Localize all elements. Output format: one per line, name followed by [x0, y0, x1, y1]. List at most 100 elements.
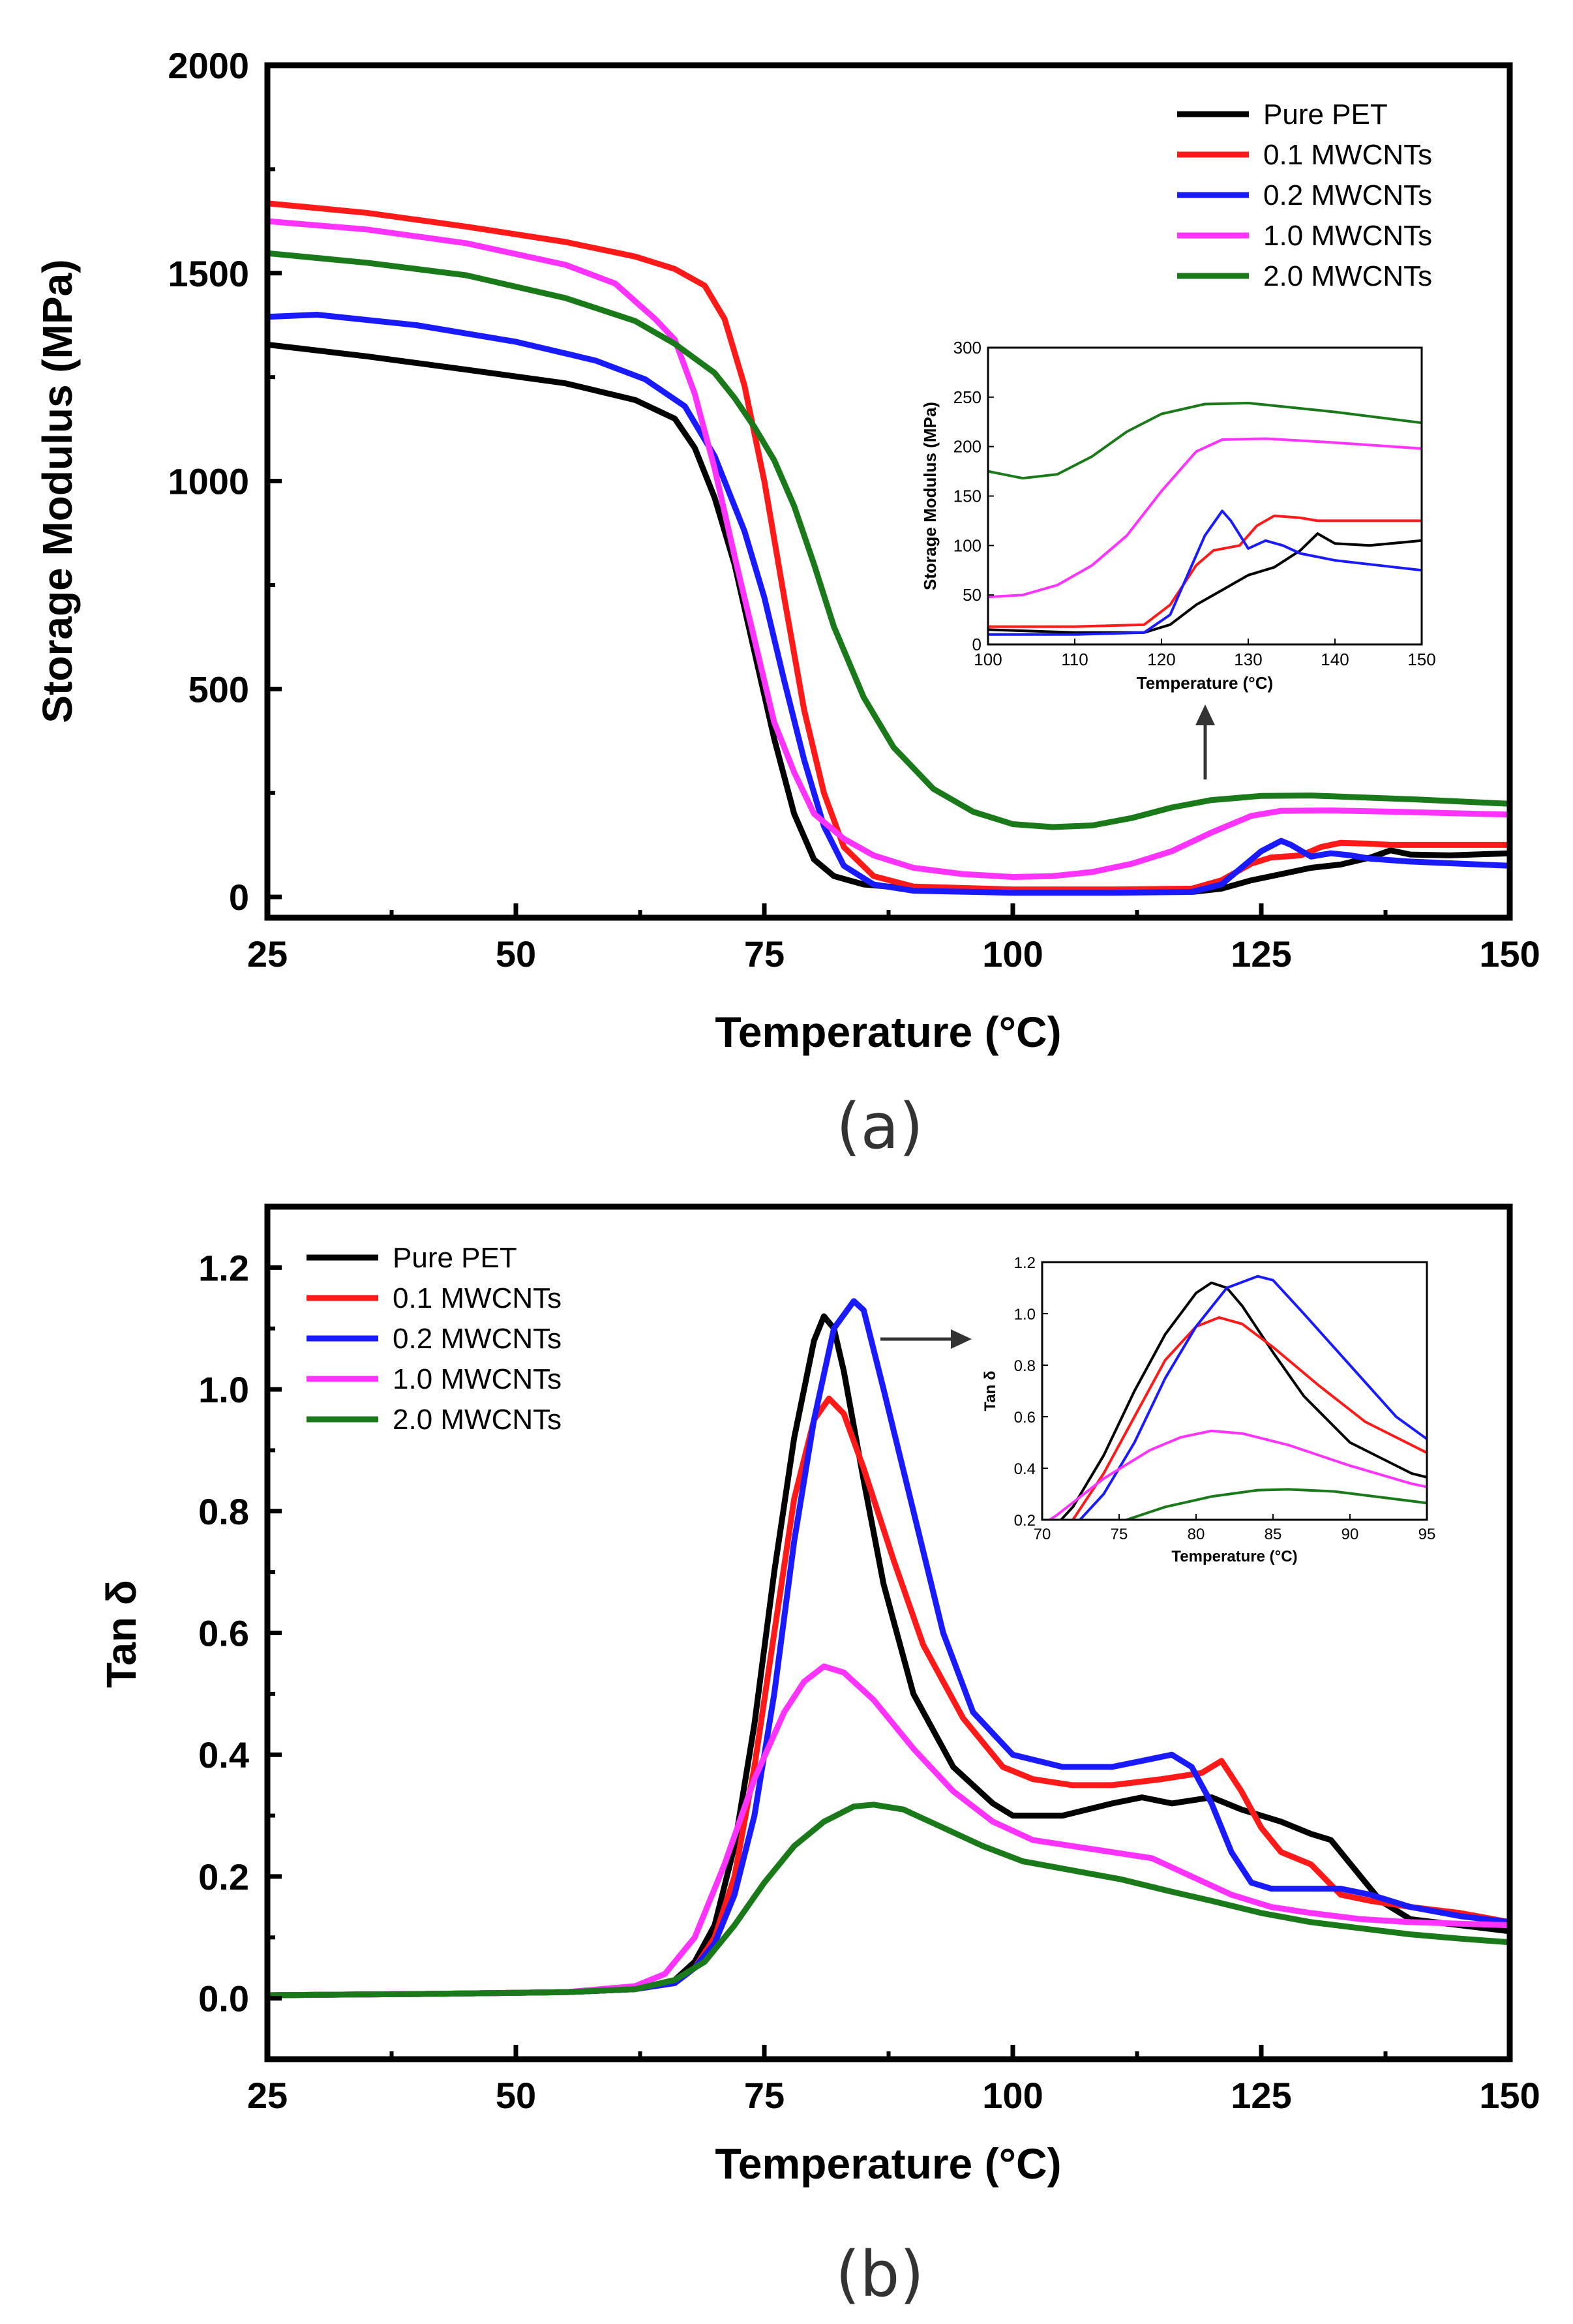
x-tick-label-a-3: 100 — [982, 933, 1043, 974]
y-tick-label-a-3: 1500 — [168, 253, 249, 294]
inset-x-tick-label-b-3: 85 — [1265, 1526, 1282, 1543]
x-tick-label-b-3: 100 — [982, 2075, 1043, 2116]
inset-y-tick-label-b-2: 0.6 — [1014, 1409, 1036, 1426]
series-a-1 — [267, 200, 1510, 893]
chart-a-inset: 100 110 120 130 140 150 0 50 100 150 200 250 300 Temp… — [920, 338, 1436, 693]
series-a-2 — [267, 312, 1510, 896]
inset-x-tick-label-a-0: 100 — [974, 650, 1002, 669]
inset-y-tick-label-a-3: 150 — [953, 487, 981, 506]
inset-xlabel-b: Temperature (°C) — [1171, 1548, 1297, 1565]
chart-a-xlabel: Temperature (°C) — [715, 1008, 1061, 1056]
chart-b-plot-area — [267, 1298, 1510, 1999]
inset-y-tick-label-b-1: 0.4 — [1014, 1460, 1036, 1478]
y-tick-label-b-4: 0.8 — [198, 1491, 249, 1532]
inset-xlabel-a: Temperature (°C) — [1137, 673, 1273, 693]
x-tick-label-b-1: 50 — [496, 2075, 536, 2116]
chart-b-ticks: 25 50 75 100 125 150 0.0 0.2 0.4 0.6 0.8 1.0 1.2 — [198, 1247, 1540, 2116]
inset-x-tick-label-b-0: 70 — [1034, 1526, 1051, 1543]
inset-y-tick-label-a-0: 0 — [972, 635, 981, 654]
x-tick-label-b-4: 125 — [1231, 2075, 1291, 2116]
inset-y-tick-label-b-3: 0.8 — [1014, 1357, 1036, 1375]
legend-label-a-0: Pure PET — [1263, 98, 1388, 130]
inset-y-tick-label-a-4: 200 — [953, 437, 981, 457]
x-tick-label-b-5: 150 — [1479, 2075, 1540, 2116]
series-a-0 — [267, 341, 1510, 895]
inset-x-tick-label-a-5: 150 — [1407, 650, 1435, 669]
y-tick-label-a-0: 0 — [229, 877, 249, 918]
arrow-icon — [1195, 704, 1215, 779]
y-tick-label-b-1: 0.2 — [198, 1856, 249, 1897]
inset-series-b-3 — [1047, 1429, 1427, 1520]
legend-label-b-3: 1.0 MWCNTs — [393, 1363, 562, 1395]
chart-b-inset: 70 75 80 85 90 95 0.2 0.4 0.6 0.8 1.0 1.2 Temperatur… — [981, 1254, 1436, 1565]
inset-y-tick-label-a-1: 50 — [963, 585, 981, 605]
inset-y-tick-label-a-2: 100 — [953, 536, 981, 555]
y-tick-label-b-0: 0.0 — [198, 1978, 249, 2019]
chart-b-xlabel: Temperature (°C) — [715, 2139, 1061, 2188]
inset-series-b-4 — [1122, 1488, 1427, 1520]
series-b-0 — [267, 1313, 1510, 1999]
inset-y-tick-label-a-5: 250 — [953, 387, 981, 407]
x-tick-label-a-4: 125 — [1231, 933, 1291, 974]
inset-x-tick-label-a-3: 130 — [1234, 650, 1262, 669]
series-b-2 — [267, 1298, 1510, 1999]
inset-y-tick-label-b-5: 1.2 — [1014, 1254, 1036, 1272]
legend-label-b-0: Pure PET — [393, 1242, 517, 1274]
inset-frame-b — [1041, 1261, 1428, 1521]
series-a-4 — [267, 250, 1510, 830]
legend-label-a-4: 2.0 MWCNTs — [1263, 260, 1432, 292]
inset-series-b-0 — [1059, 1281, 1427, 1520]
series-b-3 — [267, 1663, 1510, 1999]
x-tick-label-a-1: 50 — [496, 933, 536, 974]
inset-series-b-1 — [1071, 1316, 1427, 1520]
series-b-4 — [267, 1802, 1510, 1999]
inset-series-b-2 — [1078, 1275, 1427, 1520]
inset-series-a-1 — [988, 514, 1422, 628]
inset-y-tick-label-a-6: 300 — [953, 338, 981, 357]
inset-series-a-3 — [988, 437, 1422, 599]
panel-label-a: (a) — [836, 1090, 923, 1163]
inset-x-tick-label-a-4: 140 — [1321, 650, 1349, 669]
chart-b: 25 50 75 100 125 150 0.0 0.2 0.4 0.6 0.8 1.0 1.2 Tem… — [98, 1203, 1540, 2311]
inset-y-tick-label-b-0: 0.2 — [1014, 1512, 1036, 1530]
legend-label-b-4: 2.0 MWCNTs — [393, 1404, 562, 1436]
inset-x-tick-label-b-5: 95 — [1418, 1526, 1436, 1543]
y-tick-label-a-4: 2000 — [168, 45, 249, 86]
x-tick-label-a-0: 25 — [247, 933, 288, 974]
inset-x-tick-label-a-2: 120 — [1147, 650, 1175, 669]
y-tick-label-b-5: 1.0 — [198, 1369, 249, 1410]
y-tick-label-b-6: 1.2 — [198, 1247, 249, 1288]
chart-b-ylabel: Tan δ — [98, 1580, 145, 1688]
inset-x-tick-label-b-2: 80 — [1188, 1526, 1205, 1543]
inset-plot-area-a — [988, 401, 1422, 636]
y-tick-label-b-3: 0.6 — [198, 1613, 249, 1654]
legend-label-a-1: 0.1 MWCNTs — [1263, 139, 1432, 171]
inset-x-tick-label-b-1: 75 — [1111, 1526, 1128, 1543]
chart-a-plot-area — [267, 200, 1510, 896]
y-tick-label-a-2: 1000 — [168, 461, 249, 502]
y-tick-label-b-2: 0.4 — [198, 1734, 249, 1775]
inset-y-tick-label-b-4: 1.0 — [1014, 1306, 1036, 1323]
inset-series-a-4 — [988, 401, 1422, 480]
x-tick-label-a-5: 150 — [1479, 933, 1540, 974]
y-tick-label-a-1: 500 — [188, 669, 249, 710]
inset-series-a-2 — [988, 509, 1422, 636]
legend-label-b-1: 0.1 MWCNTs — [393, 1282, 562, 1314]
inset-ylabel-a: Storage Modulus (MPa) — [920, 402, 940, 590]
inset-x-tick-label-a-1: 110 — [1061, 650, 1088, 669]
inset-ylabel-b: Tan δ — [981, 1370, 999, 1411]
series-a-3 — [267, 218, 1510, 880]
legend-label-a-2: 0.2 MWCNTs — [1263, 179, 1432, 211]
inset-x-tick-label-b-4: 90 — [1341, 1526, 1359, 1543]
inset-series-a-0 — [988, 532, 1422, 634]
arrow-icon — [880, 1329, 972, 1349]
inset-plot-area-b — [1047, 1275, 1427, 1520]
x-tick-label-b-0: 25 — [247, 2075, 288, 2116]
chart-a-ylabel: Storage Modulus (MPa) — [34, 259, 81, 723]
inset-bg-a — [988, 348, 1422, 644]
x-tick-label-a-2: 75 — [744, 933, 785, 974]
panel-label-b: (b) — [835, 2238, 924, 2311]
